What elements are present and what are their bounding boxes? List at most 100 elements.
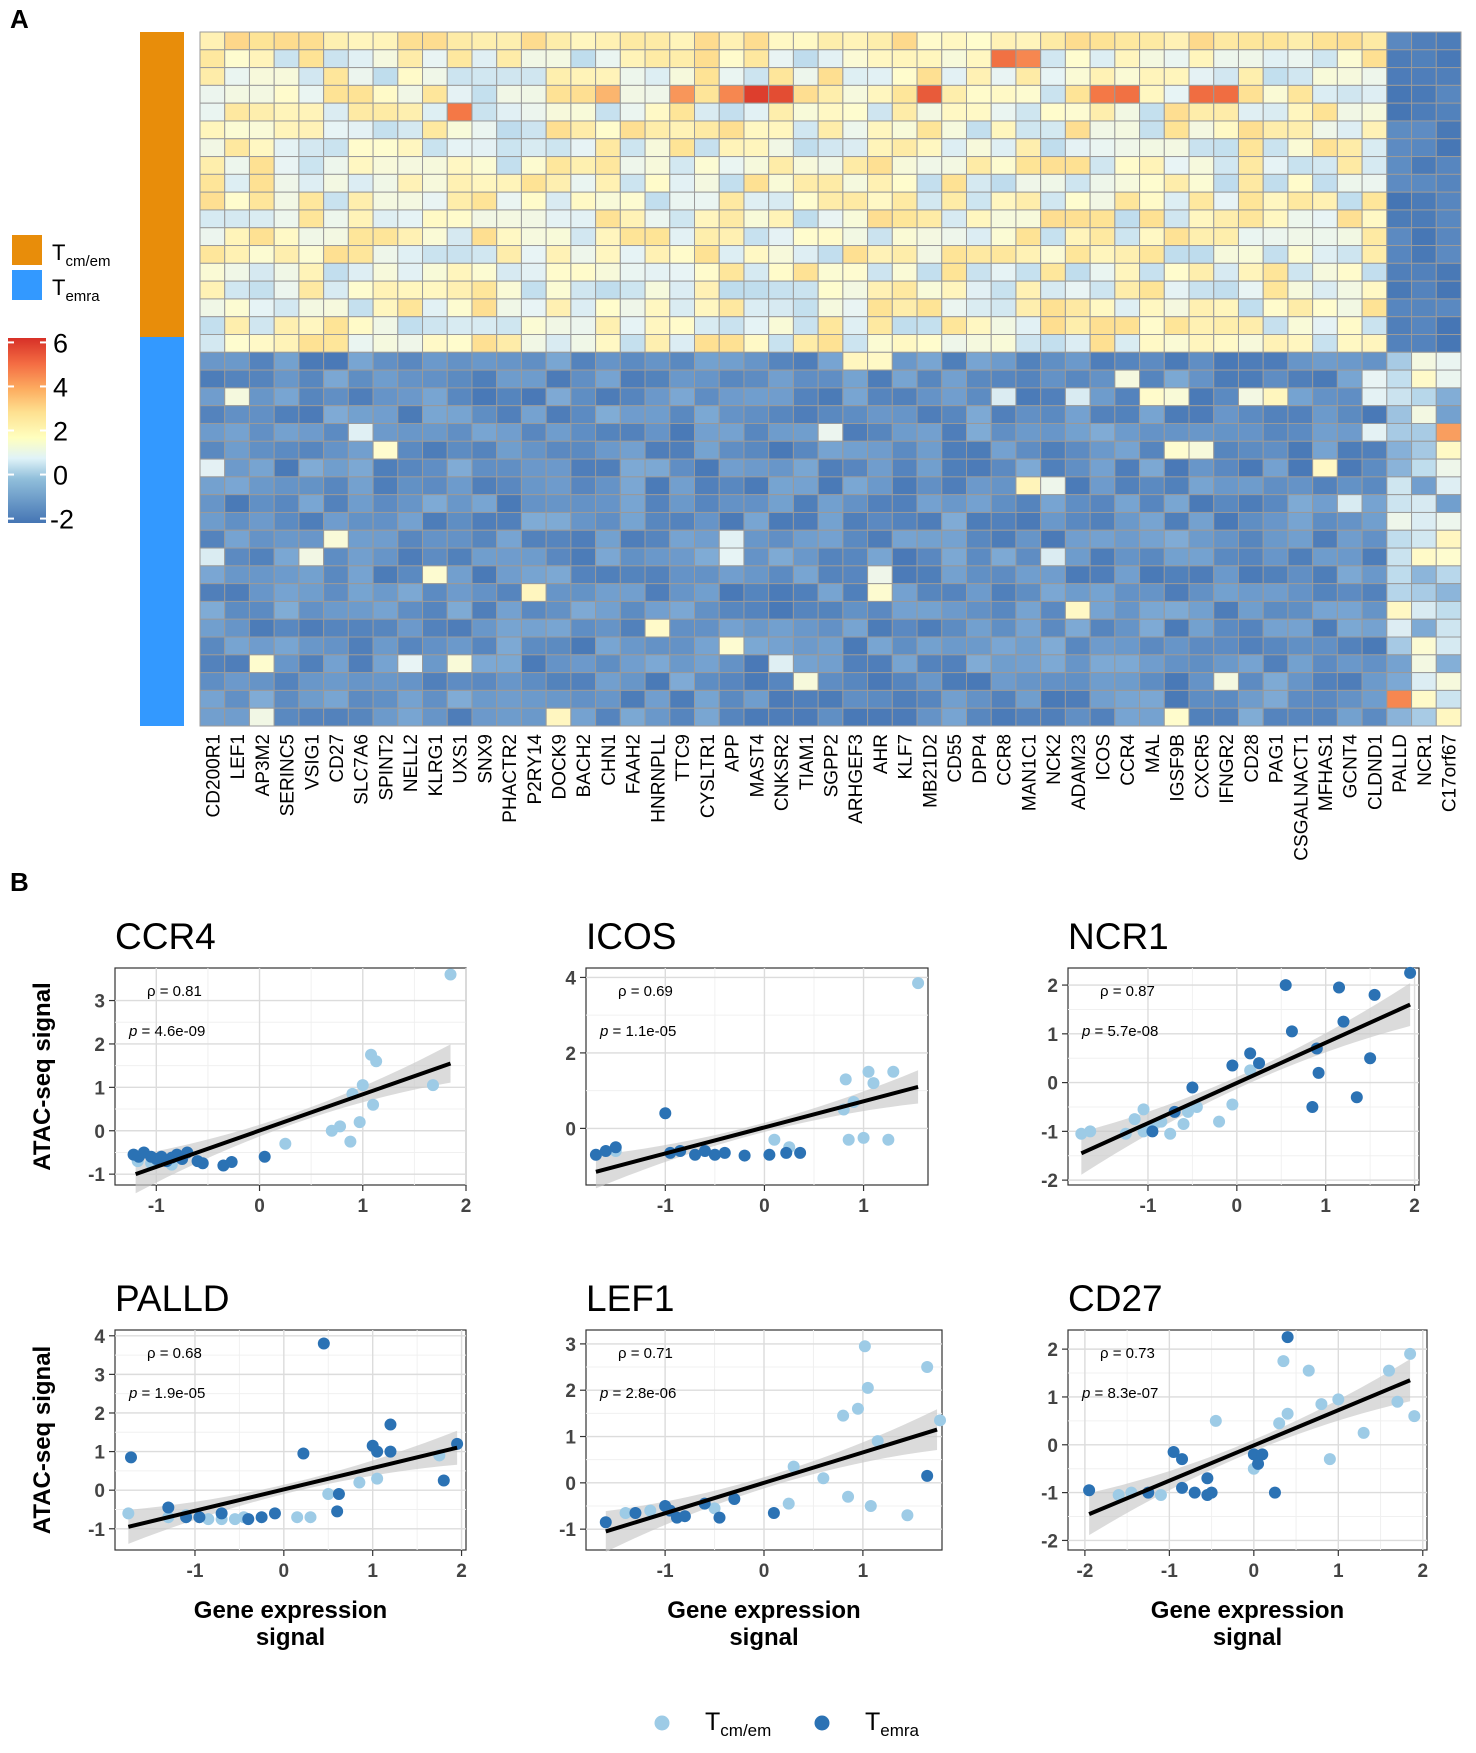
heatmap-cell <box>1411 387 1437 407</box>
point-temra <box>124 1451 137 1464</box>
heatmap-cell <box>619 689 646 709</box>
heatmap-cell <box>1089 458 1116 478</box>
heatmap-cell <box>891 405 918 424</box>
heatmap-cell <box>669 138 696 158</box>
heatmap-cell <box>1188 262 1215 282</box>
heatmap-cell <box>595 600 621 620</box>
heatmap-cell <box>1237 565 1264 585</box>
heatmap-cell <box>273 102 300 122</box>
heatmap-cell <box>1015 369 1042 389</box>
heatmap-cell <box>1188 156 1215 175</box>
heatmap-cell <box>941 120 967 140</box>
heatmap-cell <box>1361 298 1388 318</box>
heatmap-cell <box>718 173 745 193</box>
heatmap-cell <box>619 387 646 407</box>
heatmap-cell <box>1064 191 1091 211</box>
heatmap-cell <box>891 262 918 282</box>
heatmap-cell <box>323 405 349 424</box>
point-temra <box>1256 1448 1269 1461</box>
heatmap-cell <box>1287 458 1314 478</box>
heatmap-cell <box>694 138 720 158</box>
heatmap-cell <box>1064 405 1091 424</box>
heatmap-cell <box>768 689 794 709</box>
heatmap-cell <box>1361 120 1388 140</box>
heatmap-cell <box>224 120 250 140</box>
point-tcm <box>1357 1426 1370 1439</box>
heatmap-cell <box>397 262 424 282</box>
heatmap-cell <box>965 120 992 140</box>
heatmap-cell <box>471 173 498 193</box>
heatmap-cell <box>817 422 844 442</box>
heatmap-cell <box>545 369 572 389</box>
heatmap-cell <box>1336 511 1363 531</box>
heatmap-cell <box>1114 636 1141 656</box>
heatmap-cell <box>1287 191 1314 211</box>
heatmap-cell <box>1064 654 1091 674</box>
heatmap-cell <box>619 84 646 104</box>
heatmap-cell <box>496 369 522 389</box>
gene-label-bach2: BACH2 <box>574 734 595 797</box>
heatmap-cell <box>347 387 374 407</box>
heatmap-cell <box>1213 173 1239 193</box>
heatmap-cell <box>298 707 325 727</box>
heatmap-cell <box>570 405 597 424</box>
heatmap-cell <box>323 583 349 602</box>
heatmap-cell <box>1188 618 1215 638</box>
heatmap-cell <box>422 689 448 709</box>
heatmap-cell <box>1163 618 1190 638</box>
heatmap-cell <box>248 440 275 460</box>
heatmap-cell <box>990 476 1017 496</box>
heatmap-cell <box>496 440 522 460</box>
heatmap-cell <box>1015 298 1042 318</box>
heatmap-cell <box>224 316 250 336</box>
gene-label-serinc5: SERINC5 <box>278 734 299 816</box>
heatmap-cell <box>1361 476 1388 496</box>
heatmap-cell <box>768 209 794 229</box>
heatmap-cell <box>694 245 720 264</box>
heatmap-cell <box>422 565 448 585</box>
heatmap-cell <box>248 672 275 691</box>
heatmap-cell <box>1213 547 1239 567</box>
heatmap-cell <box>1361 334 1388 353</box>
heatmap-cell <box>323 689 349 709</box>
heatmap-cell <box>965 672 992 691</box>
heatmap-cell <box>916 316 943 336</box>
point-tcm <box>644 1504 657 1517</box>
gene-label-dpp4: DPP4 <box>970 734 991 784</box>
heatmap-cell <box>372 529 399 549</box>
heatmap-cell <box>1237 334 1264 353</box>
heatmap-cell <box>199 280 226 300</box>
heatmap-cell <box>1262 707 1289 727</box>
heatmap-cell <box>446 316 473 336</box>
regression-line <box>127 1445 458 1529</box>
point-tcm <box>1137 1103 1150 1116</box>
heatmap-cell <box>1312 138 1338 158</box>
heatmap-cell <box>1213 209 1239 229</box>
heatmap-cell <box>965 476 992 496</box>
heatmap-cell <box>323 529 349 549</box>
heatmap-cell <box>990 84 1017 104</box>
heatmap-cell <box>867 422 893 442</box>
heatmap-cell <box>1089 494 1116 513</box>
heatmap-cell <box>694 67 720 86</box>
heatmap-cell <box>718 102 745 122</box>
heatmap-cell <box>570 476 597 496</box>
heatmap-cell <box>842 458 869 478</box>
heatmap-cell <box>496 689 522 709</box>
x-tick-label: 2 <box>1409 1196 1420 1217</box>
heatmap-cell <box>965 422 992 442</box>
y-tick-label: -1 <box>88 1165 105 1186</box>
heatmap-cell <box>817 138 844 158</box>
heatmap-cell <box>1361 707 1388 727</box>
heatmap-cell <box>1312 316 1338 336</box>
heatmap-cell <box>1114 618 1141 638</box>
heatmap-cell <box>520 67 547 86</box>
heatmap-cell <box>273 120 300 140</box>
heatmap-cell <box>941 600 967 620</box>
heatmap-cell <box>1163 280 1190 300</box>
heatmap-cell <box>990 49 1017 69</box>
heatmap-cell <box>694 707 720 727</box>
heatmap-cell <box>1386 67 1413 86</box>
heatmap-cell <box>1262 245 1289 264</box>
heatmap-cell <box>1287 672 1314 691</box>
